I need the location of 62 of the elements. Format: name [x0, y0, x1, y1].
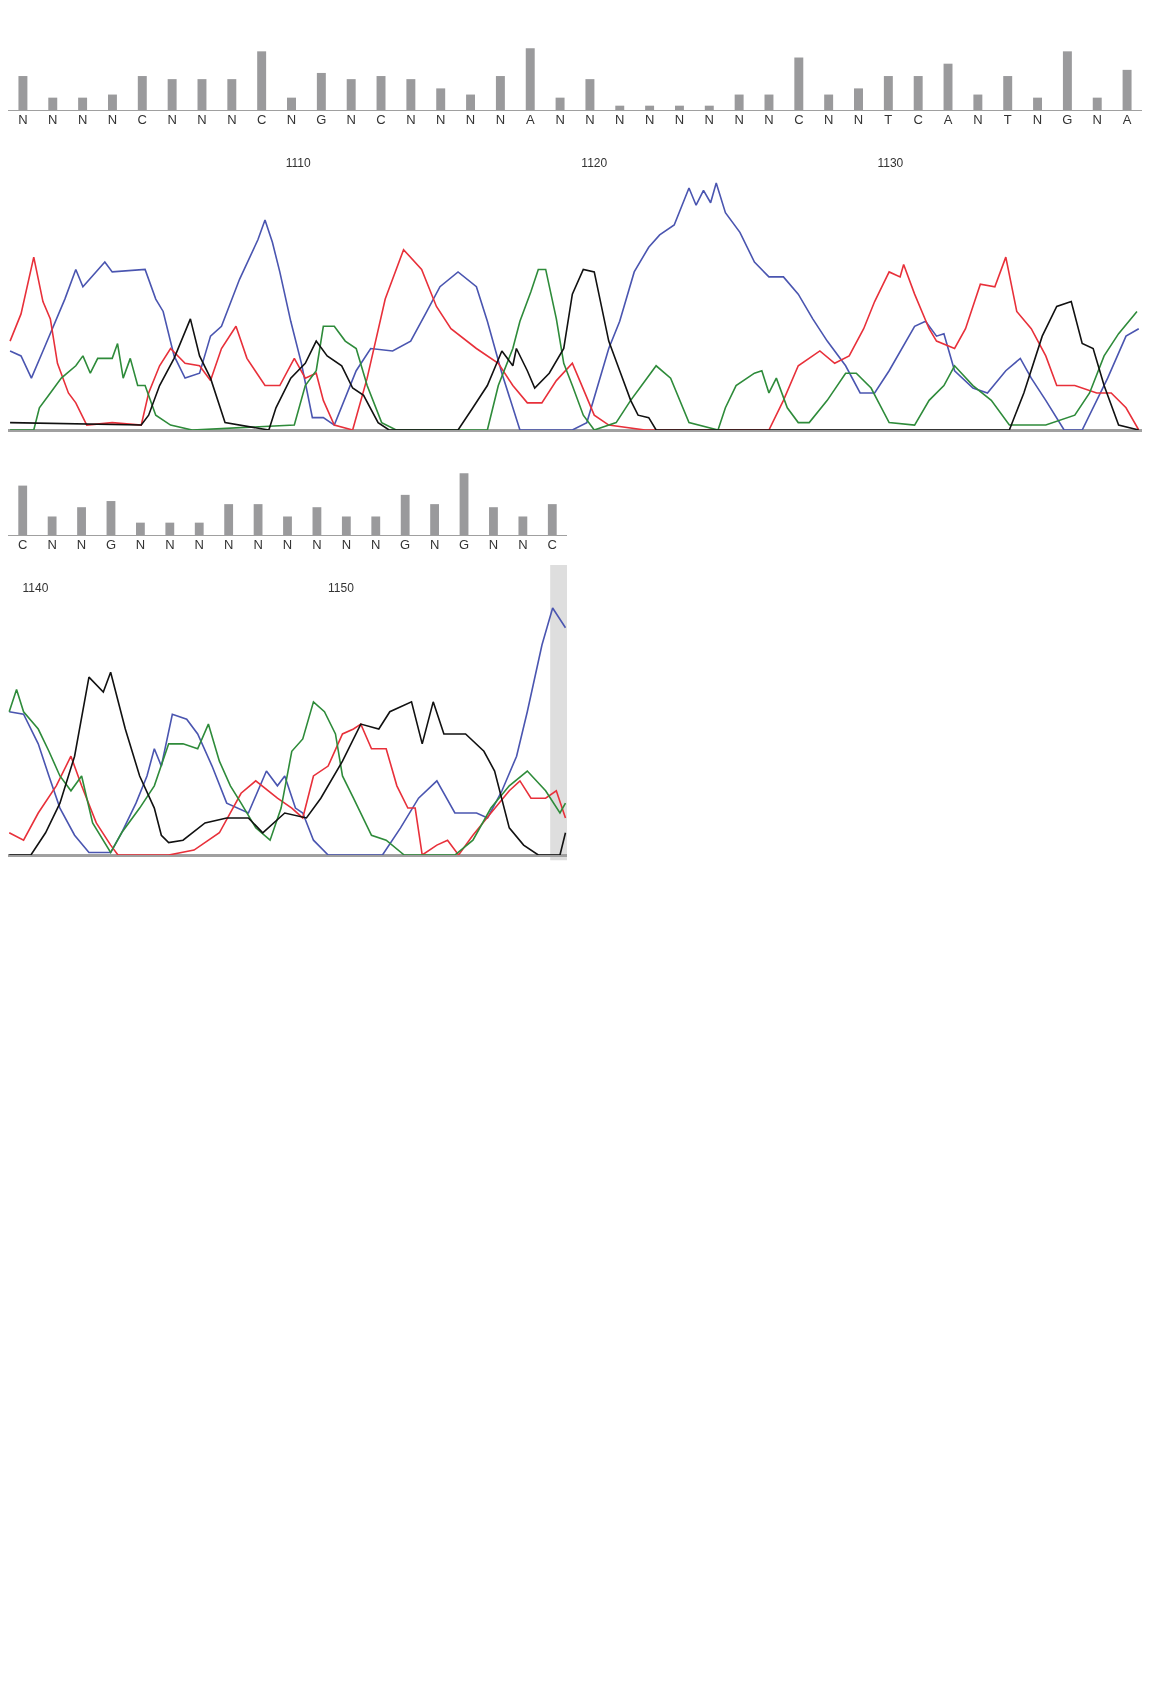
x-tick-label: N — [429, 537, 440, 552]
x-tick-label: C — [913, 112, 923, 127]
x-tick-label: N — [644, 112, 655, 127]
x-tick-label: G — [1062, 112, 1073, 127]
x-tick-label: N — [518, 537, 528, 552]
x-tick-label: C — [137, 112, 147, 127]
x-tick-label: N — [495, 112, 506, 127]
x-tick-label: N — [18, 112, 28, 127]
x-tick-label: N — [488, 537, 499, 552]
x-tick-label: G — [458, 537, 470, 552]
x-tick-label: 1130 — [877, 155, 904, 170]
x-tick-label: N — [227, 112, 237, 127]
x-tick-label: A — [943, 112, 953, 127]
x-tick-label: N — [76, 537, 87, 552]
x-tick-label: N — [223, 537, 234, 552]
x-tick-label: N — [341, 537, 352, 552]
x-tick-label: N — [615, 112, 625, 127]
x-tick-label: C — [376, 112, 386, 127]
x-tick-label: 1110 — [285, 155, 311, 170]
x-tick-label: N — [167, 112, 177, 127]
x-tick-label: G — [316, 112, 327, 127]
x-tick-label: G — [400, 537, 411, 552]
x-tick-label: N — [406, 112, 416, 127]
x-tick-label: C — [256, 112, 267, 127]
x-tick-label: N — [555, 112, 565, 127]
x-tick-label: N — [436, 112, 446, 127]
x-tick-label: N — [973, 112, 983, 127]
x-tick-label: T — [884, 112, 893, 127]
x-tick-label: N — [465, 112, 476, 127]
x-tick-label: N — [286, 112, 297, 127]
x-tick-label: N — [764, 112, 774, 127]
x-tick-label: N — [704, 112, 714, 127]
x-tick-label: A — [525, 112, 535, 127]
x-tick-label: N — [823, 112, 834, 127]
x-tick-label: N — [282, 537, 293, 552]
x-tick-label: C — [547, 537, 557, 552]
x-tick-label: N — [77, 112, 88, 127]
x-tick-label: 1140 — [22, 580, 49, 595]
x-tick-label: 1150 — [328, 580, 355, 595]
x-tick-label: N — [135, 537, 146, 552]
x-tick-label: C — [18, 537, 28, 552]
x-tick-label: N — [165, 537, 175, 552]
x-tick-label: N — [194, 537, 204, 552]
x-tick-label: N — [197, 112, 207, 127]
x-tick-label: N — [371, 537, 381, 552]
x-tick-label: 1120 — [581, 155, 608, 170]
x-tick-label: N — [253, 537, 263, 552]
x-tick-label: N — [585, 112, 595, 127]
x-tick-label: N — [47, 537, 57, 552]
x-tick-label: N — [48, 112, 58, 127]
x-tick-label: N — [346, 112, 356, 127]
x-tick-label: N — [674, 112, 685, 127]
x-tick-label: A — [1122, 112, 1132, 127]
x-tick-label: N — [312, 537, 322, 552]
x-tick-label: C — [794, 112, 804, 127]
x-tick-label: N — [734, 112, 744, 127]
x-tick-label: N — [1092, 112, 1102, 127]
x-tick-label: T — [1003, 112, 1012, 127]
x-tick-label: G — [105, 537, 117, 552]
x-tick-label: N — [107, 112, 118, 127]
x-tick-label: N — [1032, 112, 1043, 127]
x-tick-label: N — [853, 112, 864, 127]
